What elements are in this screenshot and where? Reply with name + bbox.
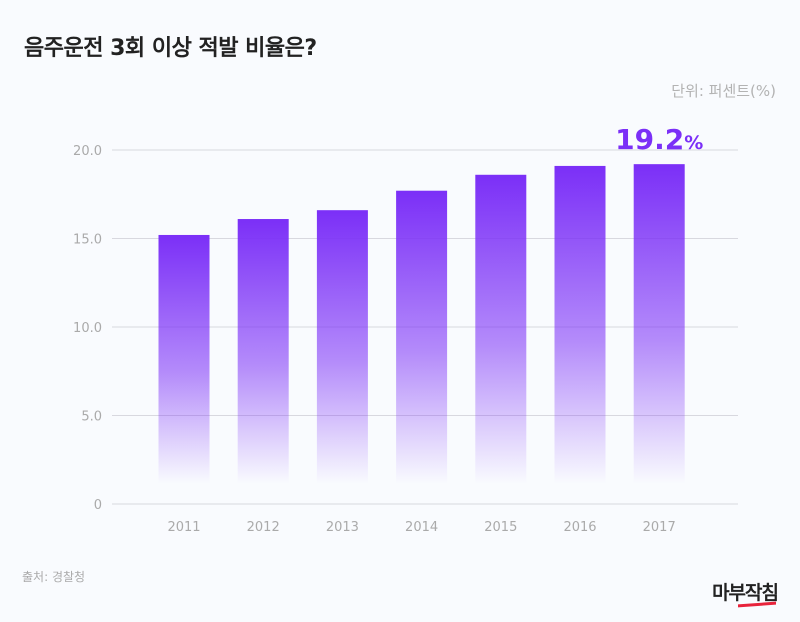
y-tick-label: 15.0 — [73, 233, 102, 248]
bar-2012 — [237, 219, 289, 484]
bar-2011 — [158, 234, 210, 484]
x-tick-label: 2013 — [326, 520, 359, 535]
chart-title: 음주운전 3회 이상 적발 비율은? — [24, 36, 317, 61]
y-tick-label: 5.0 — [81, 410, 102, 425]
x-tick-label: 2012 — [247, 520, 280, 535]
x-tick-label: 2011 — [167, 520, 200, 535]
y-tick-label: 0 — [94, 498, 102, 513]
x-tick-label: 2017 — [643, 520, 676, 535]
bar-2013 — [316, 210, 368, 484]
bar-2016 — [554, 165, 606, 484]
source-label: 출처: 경찰청 — [22, 570, 86, 584]
bar-2017 — [633, 164, 685, 484]
logo: 마부작침 — [712, 582, 779, 604]
unit-label: 단위: 퍼센트(%) — [671, 82, 776, 100]
x-tick-label: 2016 — [563, 520, 596, 535]
bar-2015 — [475, 174, 527, 484]
x-tick-label: 2015 — [484, 520, 517, 535]
bar-2014 — [396, 190, 448, 484]
x-tick-label: 2014 — [405, 520, 438, 535]
y-tick-label: 10.0 — [73, 321, 102, 336]
y-tick-label: 20.0 — [73, 144, 102, 159]
data-label: 19.2% — [615, 123, 703, 156]
